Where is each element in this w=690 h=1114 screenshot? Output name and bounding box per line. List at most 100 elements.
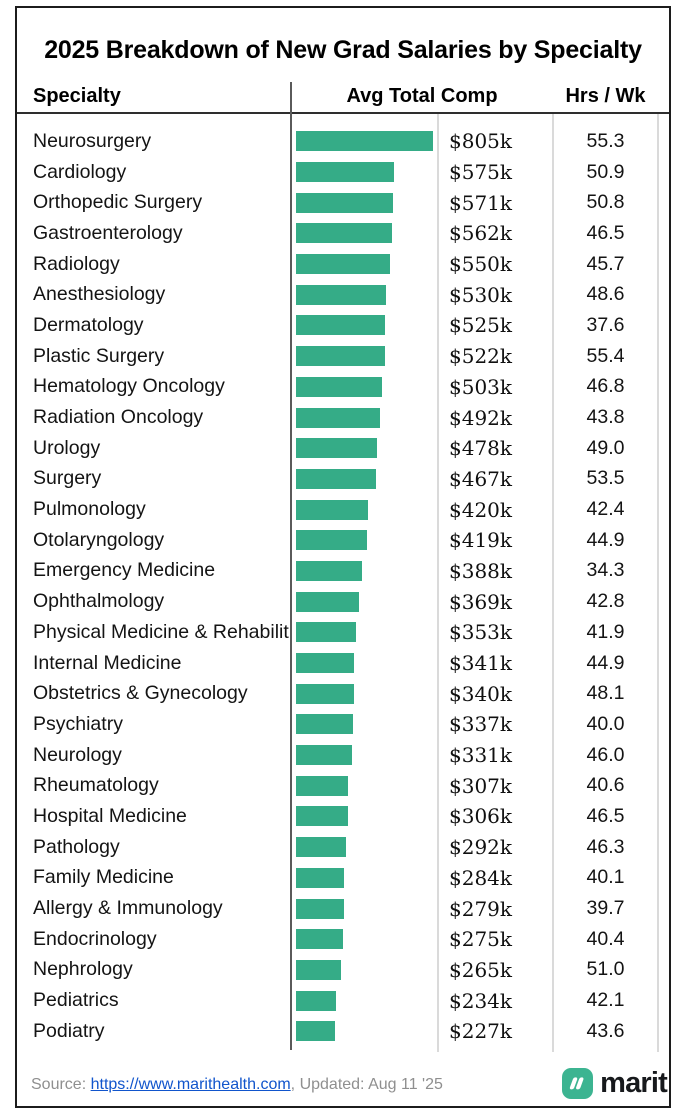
specialty-label: Pulmonology [33,498,146,521]
table-row: Hospital Medicine $306k 46.5 [17,801,669,832]
brand-logo: marit [562,1067,668,1100]
specialty-label: Internal Medicine [33,651,182,674]
table-row: Neurosurgery $805k 55.3 [17,126,669,157]
hours-value: 46.5 [586,221,625,244]
comp-bar-cell [291,407,438,428]
comp-bar [296,162,394,183]
comp-value: $337k [449,712,513,737]
comp-bar-cell [291,254,438,275]
hours-value: 50.9 [586,160,625,183]
hours-value: 51.0 [586,958,625,981]
comp-value: $279k [449,896,513,921]
specialty-label: Allergy & Immunology [33,897,223,920]
brand-name: marit [600,1067,668,1099]
comp-value: $522k [449,344,513,369]
table-row: Cardiology $575k 50.9 [17,157,669,188]
comp-bar-cell [291,192,438,213]
comp-bar-cell [291,223,438,244]
comp-bar [296,898,344,919]
hours-value: 50.8 [586,191,625,214]
comp-bar [296,468,376,489]
comp-value: $227k [449,1019,513,1044]
specialty-label: Gastroenterology [33,221,183,244]
comp-bar-cell [291,284,438,305]
hours-value: 40.0 [586,712,625,735]
comp-bar-cell [291,376,438,397]
table-row: Radiation Oncology $492k 43.8 [17,402,669,433]
comp-bar [296,407,380,428]
hours-value: 46.5 [586,804,625,827]
specialty-label: Pediatrics [33,989,119,1012]
hours-value: 40.4 [586,927,625,950]
specialty-label: Neurology [33,743,122,766]
table-row: Pathology $292k 46.3 [17,832,669,863]
source-attribution: Source: https://www.marithealth.com, Upd… [31,1076,443,1094]
specialty-label: Psychiatry [33,712,123,735]
comp-bar [296,223,392,244]
comp-bar-cell [291,499,438,520]
table-row: Psychiatry $337k 40.0 [17,709,669,740]
divider-specialty-column [290,82,292,1050]
comp-value: $419k [449,528,513,553]
hours-value: 43.6 [586,1019,625,1042]
comp-bar [296,959,342,980]
comp-value: $388k [449,558,513,583]
comp-value: $525k [449,313,513,338]
comp-value: $503k [449,374,513,399]
specialty-label: Hematology Oncology [33,375,225,398]
specialty-label: Family Medicine [33,866,174,889]
comp-bar-cell [291,346,438,367]
table-row: Anesthesiology $530k 48.6 [17,279,669,310]
table-row: Endocrinology $275k 40.4 [17,924,669,955]
comp-bar [296,837,346,858]
table-row: Radiology $550k 45.7 [17,249,669,280]
comp-bar-cell [291,959,438,980]
comp-bar-cell [291,867,438,888]
comp-bar [296,560,362,581]
table-row: Hematology Oncology $503k 46.8 [17,372,669,403]
specialty-label: Ophthalmology [33,590,165,613]
hours-value: 43.8 [586,406,625,429]
comp-value: $340k [449,681,513,706]
table-row: Dermatology $525k 37.6 [17,310,669,341]
comp-bar-cell [291,806,438,827]
comp-bar [296,775,349,796]
comp-value: $234k [449,988,513,1013]
comp-value: $292k [449,835,513,860]
column-header-specialty: Specialty [33,85,121,107]
table-row: Obstetrics & Gynecology $340k 48.1 [17,678,669,709]
table-row: Family Medicine $284k 40.1 [17,863,669,894]
column-header-avg-total-comp: Avg Total Comp [346,85,498,107]
comp-bar [296,653,354,674]
specialty-label: Podiatry [33,1019,105,1042]
comp-value: $369k [449,589,513,614]
comp-bar-cell [291,315,438,336]
hours-value: 53.5 [586,467,625,490]
comp-value: $353k [449,620,513,645]
comp-bar [296,867,345,888]
hours-value: 44.9 [586,651,625,674]
specialty-label: Cardiology [33,160,127,183]
table-row: Rheumatology $307k 40.6 [17,770,669,801]
hours-value: 48.1 [586,682,625,705]
comp-value: $265k [449,957,513,982]
table-row: Pulmonology $420k 42.4 [17,494,669,525]
specialty-label: Urology [33,436,101,459]
hours-value: 37.6 [586,313,625,336]
comp-value: $307k [449,773,513,798]
specialty-label: Otolaryngology [33,528,165,551]
table-row: Plastic Surgery $522k 55.4 [17,341,669,372]
specialty-label: Radiology [33,252,120,275]
comp-value: $571k [449,190,513,215]
comp-bar [296,192,394,213]
comp-bar-cell [291,837,438,858]
comp-bar [296,131,433,152]
hours-value: 49.0 [586,436,625,459]
source-link[interactable]: https://www.marithealth.com [90,1076,291,1093]
comp-bar [296,806,349,827]
comp-bar [296,438,378,459]
table-row: Pediatrics $234k 42.1 [17,985,669,1016]
divider-hours-column [552,114,554,1052]
comp-bar [296,622,357,643]
